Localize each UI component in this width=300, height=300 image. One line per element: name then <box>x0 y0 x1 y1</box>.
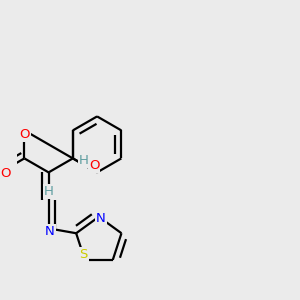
Text: H: H <box>44 185 53 198</box>
Text: O: O <box>89 159 99 172</box>
Text: H: H <box>79 154 88 167</box>
Text: O: O <box>0 167 11 180</box>
Text: N: N <box>45 225 55 238</box>
Text: S: S <box>79 248 88 261</box>
Text: O: O <box>19 128 30 141</box>
Text: N: N <box>96 212 106 225</box>
